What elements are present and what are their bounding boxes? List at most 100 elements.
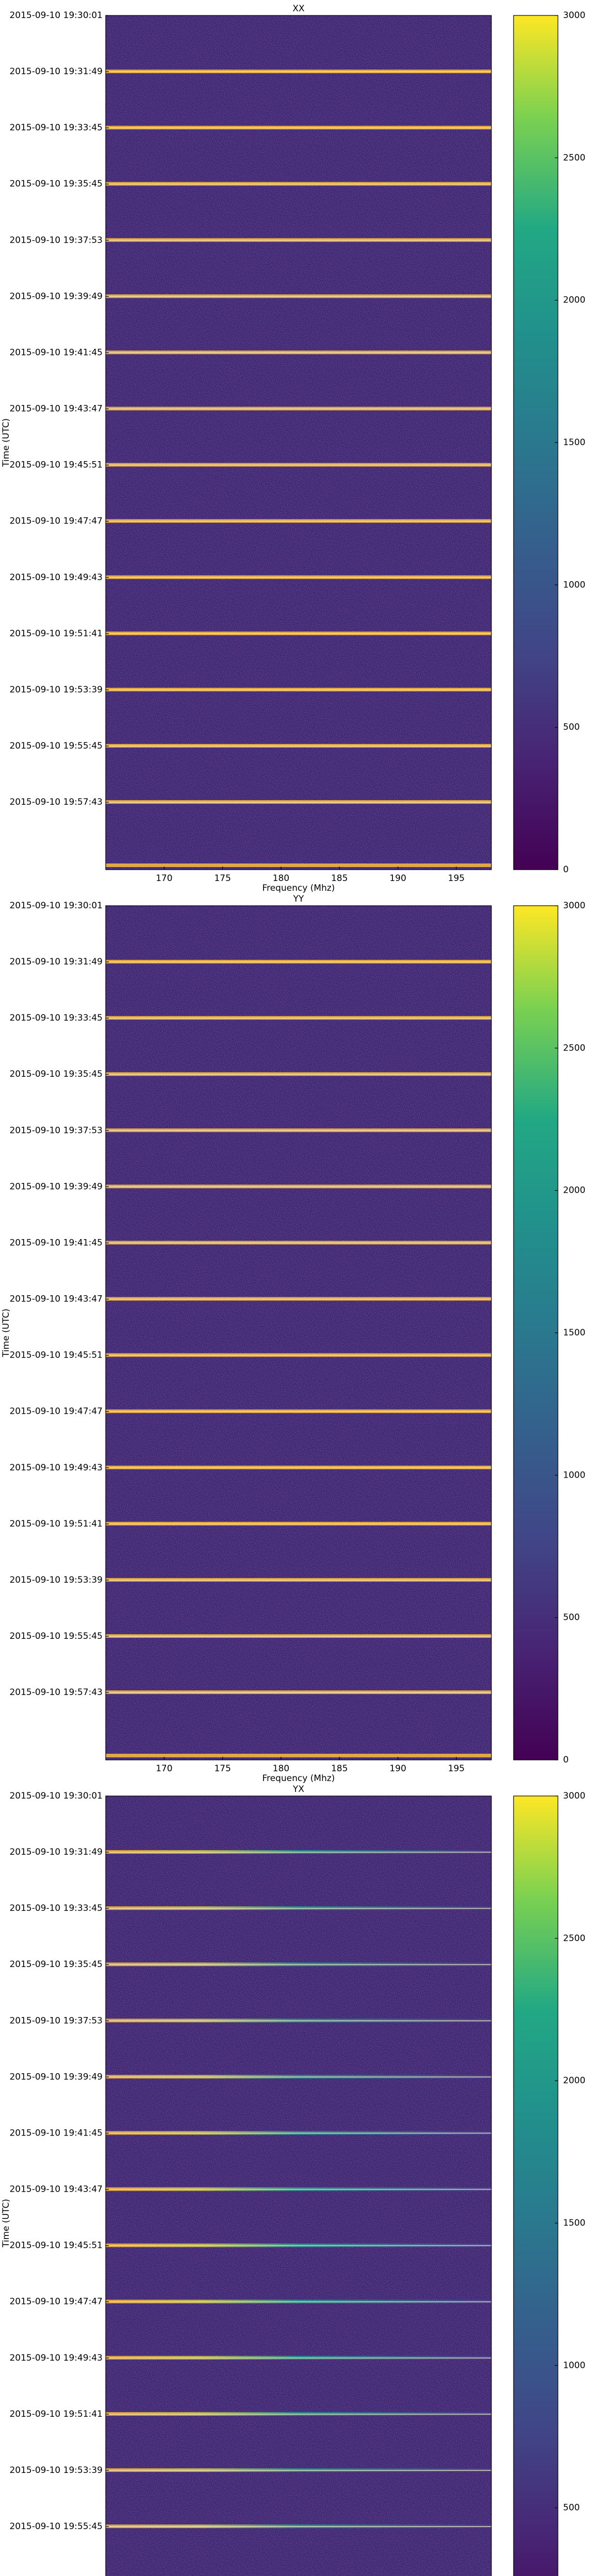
colorbar-tick-label: 2000 — [563, 1185, 585, 1196]
flagged-row-core — [106, 2189, 491, 2190]
y-tick-label: 2015-09-10 19:41:45 — [9, 1238, 103, 1248]
flagged-row-core — [106, 2245, 491, 2246]
y-tick-label: 2015-09-10 19:45:51 — [9, 460, 103, 470]
y-tick-label: 2015-09-10 19:35:45 — [9, 1959, 103, 1970]
flagged-row-core — [106, 689, 491, 690]
x-axis-label: Frequency (Mhz) — [262, 1773, 335, 1784]
y-tick-label: 2015-09-10 19:37:53 — [9, 235, 103, 245]
flagged-row-core — [106, 2469, 491, 2471]
colorbar-tick-label: 1500 — [563, 1328, 585, 1338]
colorbar-tick-label: 1000 — [563, 2360, 585, 2370]
flagged-row-core — [106, 71, 491, 73]
x-tick-label: 180 — [273, 873, 289, 884]
x-axis-label: Frequency (Mhz) — [262, 883, 335, 893]
flagged-row-core — [106, 1186, 491, 1188]
x-tick-label: 185 — [331, 873, 348, 884]
plot-frame — [105, 905, 492, 1760]
y-tick-label: 2015-09-10 19:41:45 — [9, 347, 103, 358]
colorbar-tick-label: 2500 — [563, 1933, 585, 1943]
colorbar-tick-label: 2000 — [563, 295, 585, 306]
flagged-row — [106, 863, 491, 867]
flagged-row-core — [106, 1579, 491, 1581]
flagged-row-core — [106, 1242, 491, 1244]
y-tick-label: 2015-09-10 19:37:53 — [9, 2015, 103, 2026]
y-tick-label: 2015-09-10 19:39:49 — [9, 2072, 103, 2082]
colorbar-tick-label: 0 — [563, 865, 569, 875]
colorbar-tick-label: 1000 — [563, 580, 585, 590]
colorbar-tick-label: 500 — [563, 722, 580, 733]
flagged-row-core — [106, 577, 491, 578]
colorbar — [513, 15, 558, 870]
flagged-row-core — [106, 633, 491, 634]
y-tick-label: 2015-09-10 19:30:01 — [9, 10, 103, 21]
y-tick-label: 2015-09-10 19:43:47 — [9, 1294, 103, 1304]
flagged-row-core — [106, 1467, 491, 1468]
colorbar-tick-label: 1000 — [563, 1470, 585, 1480]
flagged-row-core — [106, 408, 491, 410]
flagged-row-core — [106, 1018, 491, 1019]
x-tick-label: 195 — [448, 873, 465, 884]
flagged-row-core — [106, 2413, 491, 2415]
x-tick-label: 170 — [156, 1764, 172, 1774]
colorbar-tick-label: 3000 — [563, 1791, 585, 1801]
y-tick-label: 2015-09-10 19:43:47 — [9, 2184, 103, 2195]
y-tick-label: 2015-09-10 19:31:49 — [9, 957, 103, 967]
colorbar-tick-label: 2500 — [563, 1043, 585, 1053]
heatmap-noise — [106, 906, 491, 1760]
flagged-row-core — [106, 1636, 491, 1637]
y-tick-label: 2015-09-10 19:35:45 — [9, 1069, 103, 1079]
flagged-row-core — [106, 1074, 491, 1075]
flagged-row-core — [106, 2020, 491, 2022]
y-tick-label: 2015-09-10 19:33:45 — [9, 123, 103, 133]
flagged-row-core — [106, 802, 491, 803]
flagged-row-core — [106, 2526, 491, 2528]
flagged-row-core — [106, 352, 491, 353]
y-tick-label: 2015-09-10 19:47:47 — [9, 2297, 103, 2307]
y-axis-label: Time (UTC) — [1, 2199, 11, 2248]
panel-title: YY — [293, 894, 304, 904]
y-tick-label: 2015-09-10 19:55:45 — [9, 2521, 103, 2532]
y-tick-label: 2015-09-10 19:37:53 — [9, 1125, 103, 1136]
colorbar-tick-label: 500 — [563, 1613, 580, 1623]
y-tick-label: 2015-09-10 19:51:41 — [9, 1519, 103, 1529]
panel-title: YX — [292, 1784, 304, 1794]
flagged-row-core — [106, 1523, 491, 1524]
y-tick-label: 2015-09-10 19:53:39 — [9, 2465, 103, 2476]
y-tick-label: 2015-09-10 19:45:51 — [9, 2241, 103, 2251]
panel-title: XX — [292, 4, 305, 14]
flagged-row-core — [106, 2132, 491, 2134]
y-tick-label: 2015-09-10 19:47:47 — [9, 516, 103, 527]
x-tick-label: 180 — [273, 1764, 289, 1774]
x-tick-label: 175 — [214, 1764, 230, 1774]
flagged-row-core — [106, 2076, 491, 2078]
y-tick-label: 2015-09-10 19:41:45 — [9, 2128, 103, 2138]
heatmap-noise — [106, 1796, 491, 2576]
y-tick-label: 2015-09-10 19:49:43 — [9, 2353, 103, 2363]
flagged-row-core — [106, 1692, 491, 1693]
flagged-row-core — [106, 1130, 491, 1131]
y-tick-label: 2015-09-10 19:33:45 — [9, 1903, 103, 1913]
y-tick-label: 2015-09-10 19:57:43 — [9, 797, 103, 807]
flagged-row-core — [106, 464, 491, 466]
y-tick-label: 2015-09-10 19:53:39 — [9, 1575, 103, 1585]
flagged-row-core — [106, 1411, 491, 1412]
y-tick-label: 2015-09-10 19:55:45 — [9, 741, 103, 751]
colorbar-tick-label: 2000 — [563, 2076, 585, 2086]
flagged-row-core — [106, 1908, 491, 1909]
y-tick-label: 2015-09-10 19:33:45 — [9, 1013, 103, 1023]
flagged-row-core — [106, 240, 491, 241]
y-tick-label: 2015-09-10 19:45:51 — [9, 1350, 103, 1361]
flagged-row — [106, 1754, 491, 1757]
colorbar-tick-label: 2500 — [563, 152, 585, 163]
x-tick-label: 195 — [448, 1764, 465, 1774]
y-tick-label: 2015-09-10 19:57:43 — [9, 1687, 103, 1698]
x-tick-label: 190 — [389, 1764, 406, 1774]
flagged-row-core — [106, 1298, 491, 1300]
y-axis-label: Time (UTC) — [1, 418, 11, 467]
y-tick-label: 2015-09-10 19:31:49 — [9, 1847, 103, 1857]
y-tick-label: 2015-09-10 19:49:43 — [9, 1463, 103, 1473]
colorbar-tick-label: 1500 — [563, 437, 585, 448]
flagged-row-core — [106, 2301, 491, 2302]
x-tick-label: 170 — [156, 873, 172, 884]
